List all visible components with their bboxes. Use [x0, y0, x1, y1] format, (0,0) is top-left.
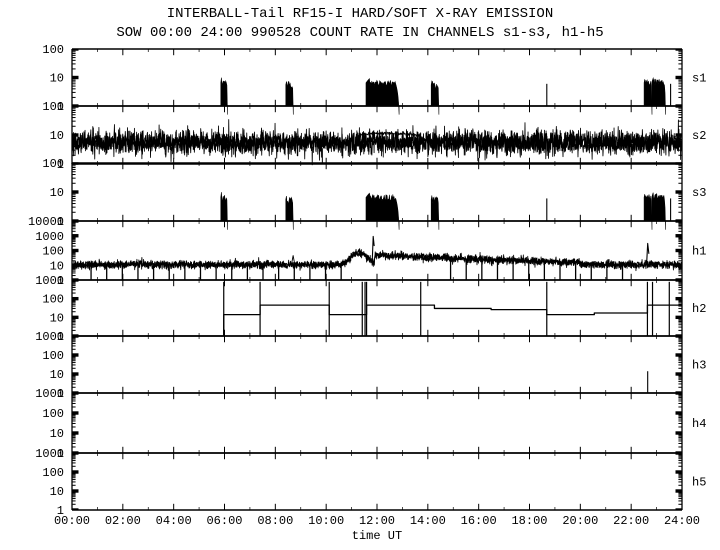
svg-text:s2: s2: [692, 129, 706, 143]
svg-text:06:00: 06:00: [206, 514, 242, 528]
svg-text:100: 100: [42, 43, 64, 57]
svg-text:24:00: 24:00: [664, 514, 700, 528]
svg-text:10000: 10000: [28, 215, 64, 229]
svg-text:10: 10: [50, 311, 64, 325]
svg-text:10: 10: [50, 368, 64, 382]
svg-text:10: 10: [50, 186, 64, 200]
svg-text:s3: s3: [692, 186, 706, 200]
svg-text:s1: s1: [692, 72, 706, 86]
svg-text:16:00: 16:00: [461, 514, 497, 528]
svg-text:1000: 1000: [35, 274, 64, 288]
svg-text:1000: 1000: [35, 387, 64, 401]
svg-text:100: 100: [42, 100, 64, 114]
svg-text:10: 10: [50, 259, 64, 273]
svg-text:100: 100: [42, 407, 64, 421]
svg-text:h1: h1: [692, 245, 706, 259]
svg-text:1000: 1000: [35, 447, 64, 461]
svg-text:1000: 1000: [35, 230, 64, 244]
svg-text:h2: h2: [692, 302, 706, 316]
svg-text:10:00: 10:00: [308, 514, 344, 528]
svg-text:08:00: 08:00: [257, 514, 293, 528]
svg-text:100: 100: [42, 466, 64, 480]
svg-text:h4: h4: [692, 417, 706, 431]
svg-text:100: 100: [42, 245, 64, 259]
svg-text:1000: 1000: [35, 330, 64, 344]
svg-text:04:00: 04:00: [156, 514, 192, 528]
svg-text:02:00: 02:00: [105, 514, 141, 528]
svg-text:h5: h5: [692, 476, 706, 490]
svg-text:100: 100: [42, 293, 64, 307]
svg-text:22:00: 22:00: [613, 514, 649, 528]
svg-text:14:00: 14:00: [410, 514, 446, 528]
svg-text:00:00: 00:00: [54, 514, 90, 528]
svg-text:10: 10: [50, 72, 64, 86]
svg-text:10: 10: [50, 129, 64, 143]
svg-text:18:00: 18:00: [511, 514, 547, 528]
svg-text:10: 10: [50, 485, 64, 499]
svg-text:100: 100: [42, 157, 64, 171]
svg-text:100: 100: [42, 349, 64, 363]
svg-text:h3: h3: [692, 359, 706, 373]
svg-text:10: 10: [50, 427, 64, 441]
svg-text:20:00: 20:00: [562, 514, 598, 528]
svg-text:time UT: time UT: [352, 529, 402, 543]
svg-text:12:00: 12:00: [359, 514, 395, 528]
